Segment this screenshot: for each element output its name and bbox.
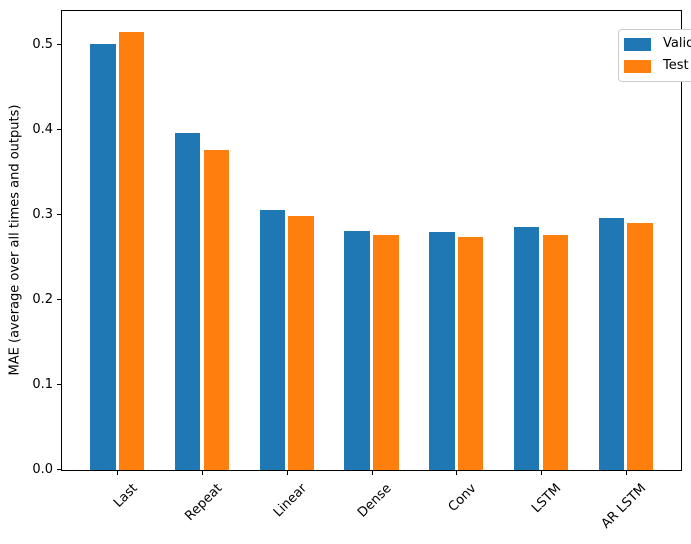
y-tick-mark [57, 44, 61, 45]
y-tick-mark [57, 299, 61, 300]
y-tick-mark [57, 469, 61, 470]
bar-validation-lstm [513, 226, 540, 470]
bar-validation-ar-lstm [598, 217, 625, 470]
x-tick-mark [286, 471, 288, 475]
y-axis-label: MAE (average over all times and outputs) [7, 104, 23, 376]
y-tick-label: 0.1 [32, 377, 53, 392]
x-tick-label-dense: Dense [355, 481, 396, 521]
legend-row-test: Test [624, 58, 691, 74]
y-tick-label: 0.0 [32, 462, 53, 477]
y-tick-label: 0.5 [32, 37, 53, 52]
plot-area: Validation Test [61, 10, 691, 471]
x-tick-label-last: Last [111, 481, 141, 511]
y-tick-label: 0.4 [32, 122, 53, 137]
bar-validation-linear [259, 209, 286, 470]
bar-test-repeat [203, 149, 230, 470]
x-tick-mark [540, 471, 542, 475]
legend: Validation Test [618, 29, 691, 82]
x-tick-mark [625, 471, 627, 475]
legend-swatch-validation [624, 37, 651, 51]
y-tick-mark [57, 214, 61, 215]
bar-test-ar-lstm [627, 222, 653, 470]
y-tick-mark [57, 129, 61, 130]
x-tick-mark [371, 471, 373, 475]
legend-swatch-test [624, 59, 651, 73]
bar-test-linear [288, 215, 314, 470]
y-tick-label: 0.3 [32, 207, 53, 222]
bar-test-last [118, 32, 145, 470]
bar-validation-repeat [174, 133, 201, 470]
bar-validation-conv [429, 232, 455, 470]
x-tick-mark [202, 471, 203, 475]
legend-label-validation: Validation [663, 36, 691, 51]
legend-label-test: Test [663, 58, 689, 73]
bar-test-lstm [542, 234, 569, 470]
x-tick-label-linear: Linear [271, 481, 311, 521]
x-tick-mark [456, 471, 458, 475]
x-tick-label-conv: Conv [445, 481, 480, 515]
x-tick-label-ar-lstm: AR LSTM [598, 481, 650, 532]
bar-test-dense [373, 234, 399, 470]
bar-test-conv [457, 237, 484, 470]
bar-validation-dense [344, 231, 370, 470]
x-tick-mark [117, 471, 119, 475]
y-tick-mark [57, 384, 61, 385]
x-tick-label-repeat: Repeat [182, 481, 226, 524]
legend-row-validation: Validation [624, 36, 691, 52]
y-tick-label: 0.2 [32, 292, 53, 307]
x-tick-label-lstm: LSTM [529, 481, 565, 517]
bar-validation-last [90, 44, 116, 470]
